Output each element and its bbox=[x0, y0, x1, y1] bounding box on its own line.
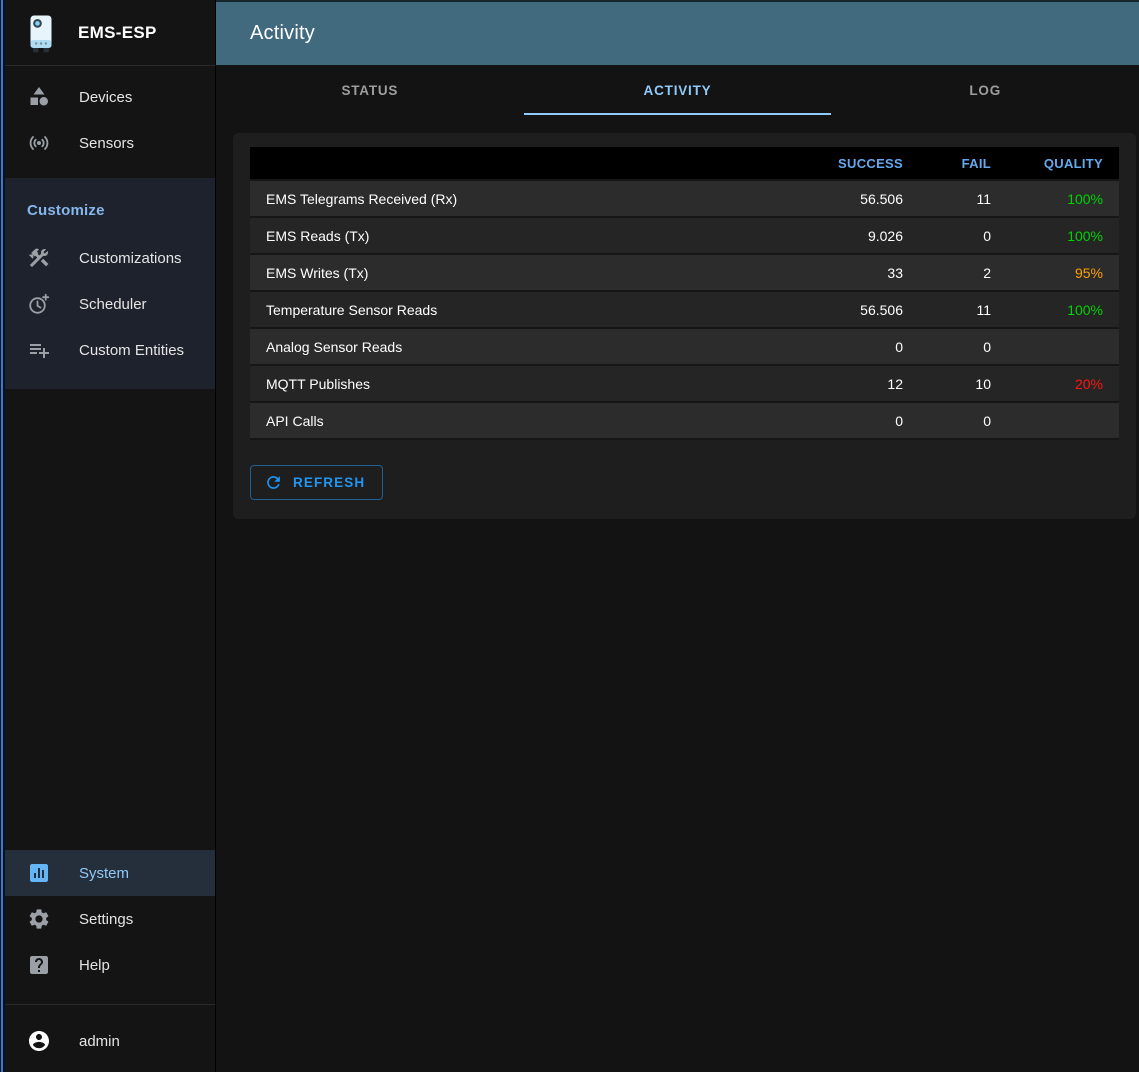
sidebar-item-custom-entities[interactable]: Custom Entities bbox=[5, 327, 215, 373]
metric-label: EMS Reads (Tx) bbox=[250, 217, 789, 255]
sidebar-header: EMS-ESP bbox=[5, 0, 215, 66]
sidebar-user-section: admin bbox=[5, 1005, 215, 1072]
quality-value: 95% bbox=[1007, 254, 1119, 292]
account-circle-icon bbox=[27, 1029, 51, 1053]
sidebar-divider bbox=[5, 1004, 215, 1005]
fail-value: 2 bbox=[919, 254, 1007, 292]
fail-value: 0 bbox=[919, 217, 1007, 255]
success-value: 0 bbox=[789, 328, 919, 366]
tab-activity[interactable]: ACTIVITY bbox=[523, 65, 832, 115]
category-icon bbox=[27, 85, 51, 109]
topbar: Activity bbox=[216, 0, 1139, 65]
sidebar-item-customizations[interactable]: Customizations bbox=[5, 235, 215, 281]
fail-value: 0 bbox=[919, 402, 1007, 440]
sidebar-item-label: System bbox=[79, 864, 130, 882]
main-area: Activity STATUS ACTIVITY LOG SUCCESS FAI… bbox=[216, 0, 1139, 1072]
table-row: Analog Sensor Reads 0 0 bbox=[250, 328, 1119, 366]
quality-value: 20% bbox=[1007, 365, 1119, 403]
sidebar-item-label: Sensors bbox=[79, 134, 135, 152]
table-row: EMS Telegrams Received (Rx) 56.506 11 10… bbox=[250, 180, 1119, 218]
column-header-quality: QUALITY bbox=[1007, 147, 1119, 181]
sidebar-item-settings[interactable]: Settings bbox=[5, 896, 215, 942]
gear-icon bbox=[27, 907, 51, 931]
fail-value: 0 bbox=[919, 328, 1007, 366]
refresh-button[interactable]: REFRESH bbox=[250, 465, 384, 500]
sidebar-item-label: Settings bbox=[79, 910, 134, 928]
metric-label: EMS Writes (Tx) bbox=[250, 254, 789, 292]
boiler-logo-icon bbox=[20, 12, 62, 54]
sidebar: EMS-ESP Devices bbox=[5, 0, 216, 1072]
success-value: 0 bbox=[789, 402, 919, 440]
metric-label: Analog Sensor Reads bbox=[250, 328, 789, 366]
column-header-fail: FAIL bbox=[919, 147, 1007, 181]
quality-value: 100% bbox=[1007, 180, 1119, 218]
column-header-success: SUCCESS bbox=[789, 147, 919, 181]
table-row: MQTT Publishes 12 10 20% bbox=[250, 365, 1119, 403]
sensors-icon bbox=[27, 131, 51, 155]
sidebar-item-scheduler[interactable]: Scheduler bbox=[5, 281, 215, 327]
sidebar-item-label: Scheduler bbox=[79, 295, 147, 313]
activity-table: SUCCESS FAIL QUALITY EMS Telegrams Recei… bbox=[250, 147, 1119, 440]
sidebar-item-label: Devices bbox=[79, 88, 133, 106]
table-header-row: SUCCESS FAIL QUALITY bbox=[250, 147, 1119, 181]
sidebar-item-label: Customizations bbox=[79, 249, 182, 267]
sidebar-item-sensors[interactable]: Sensors bbox=[5, 120, 215, 166]
sidebar-customize-section: Customize Customizations Schedu bbox=[5, 178, 215, 389]
fail-value: 11 bbox=[919, 180, 1007, 218]
sidebar-nav-bottom: System Settings Help bbox=[5, 842, 215, 996]
quality-value: 100% bbox=[1007, 291, 1119, 329]
success-value: 12 bbox=[789, 365, 919, 403]
content-area: SUCCESS FAIL QUALITY EMS Telegrams Recei… bbox=[216, 115, 1139, 1072]
sidebar-item-label: Help bbox=[79, 956, 110, 974]
success-value: 56.506 bbox=[789, 180, 919, 218]
sidebar-item-devices[interactable]: Devices bbox=[5, 74, 215, 120]
sidebar-item-admin[interactable]: admin bbox=[5, 1018, 215, 1064]
refresh-icon bbox=[264, 473, 283, 492]
tab-log[interactable]: LOG bbox=[969, 82, 1001, 98]
window-edge-strip bbox=[0, 0, 5, 1072]
analytics-icon bbox=[27, 861, 51, 885]
activity-card: SUCCESS FAIL QUALITY EMS Telegrams Recei… bbox=[233, 133, 1136, 519]
success-value: 33 bbox=[789, 254, 919, 292]
fail-value: 10 bbox=[919, 365, 1007, 403]
playlist-add-icon bbox=[27, 338, 51, 362]
sidebar-spacer bbox=[5, 389, 215, 842]
table-row: API Calls 0 0 bbox=[250, 402, 1119, 440]
quality-value: 100% bbox=[1007, 217, 1119, 255]
metric-label: API Calls bbox=[250, 402, 789, 440]
quality-value bbox=[1007, 328, 1119, 366]
app-title: EMS-ESP bbox=[78, 22, 157, 42]
fail-value: 11 bbox=[919, 291, 1007, 329]
customize-heading: Customize bbox=[27, 202, 105, 219]
help-icon bbox=[27, 953, 51, 977]
success-value: 56.506 bbox=[789, 291, 919, 329]
table-row: Temperature Sensor Reads 56.506 11 100% bbox=[250, 291, 1119, 329]
success-value: 9.026 bbox=[789, 217, 919, 255]
quality-value bbox=[1007, 402, 1119, 440]
sidebar-nav-top: Devices Sensors bbox=[5, 66, 215, 174]
sidebar-item-system[interactable]: System bbox=[5, 850, 215, 896]
tab-bar: STATUS ACTIVITY LOG bbox=[216, 65, 1139, 115]
more-time-icon bbox=[27, 292, 51, 316]
table-row: EMS Reads (Tx) 9.026 0 100% bbox=[250, 217, 1119, 255]
sidebar-item-label: Custom Entities bbox=[79, 341, 185, 359]
metric-label: MQTT Publishes bbox=[250, 365, 789, 403]
column-header-name bbox=[250, 147, 789, 181]
page-title: Activity bbox=[250, 22, 315, 44]
refresh-button-label: REFRESH bbox=[293, 475, 366, 490]
tab-status[interactable]: STATUS bbox=[341, 82, 399, 98]
sidebar-item-help[interactable]: Help bbox=[5, 942, 215, 988]
metric-label: Temperature Sensor Reads bbox=[250, 291, 789, 329]
table-row: EMS Writes (Tx) 33 2 95% bbox=[250, 254, 1119, 292]
metric-label: EMS Telegrams Received (Rx) bbox=[250, 180, 789, 218]
construction-icon bbox=[27, 246, 51, 270]
sidebar-user-label: admin bbox=[79, 1032, 120, 1050]
